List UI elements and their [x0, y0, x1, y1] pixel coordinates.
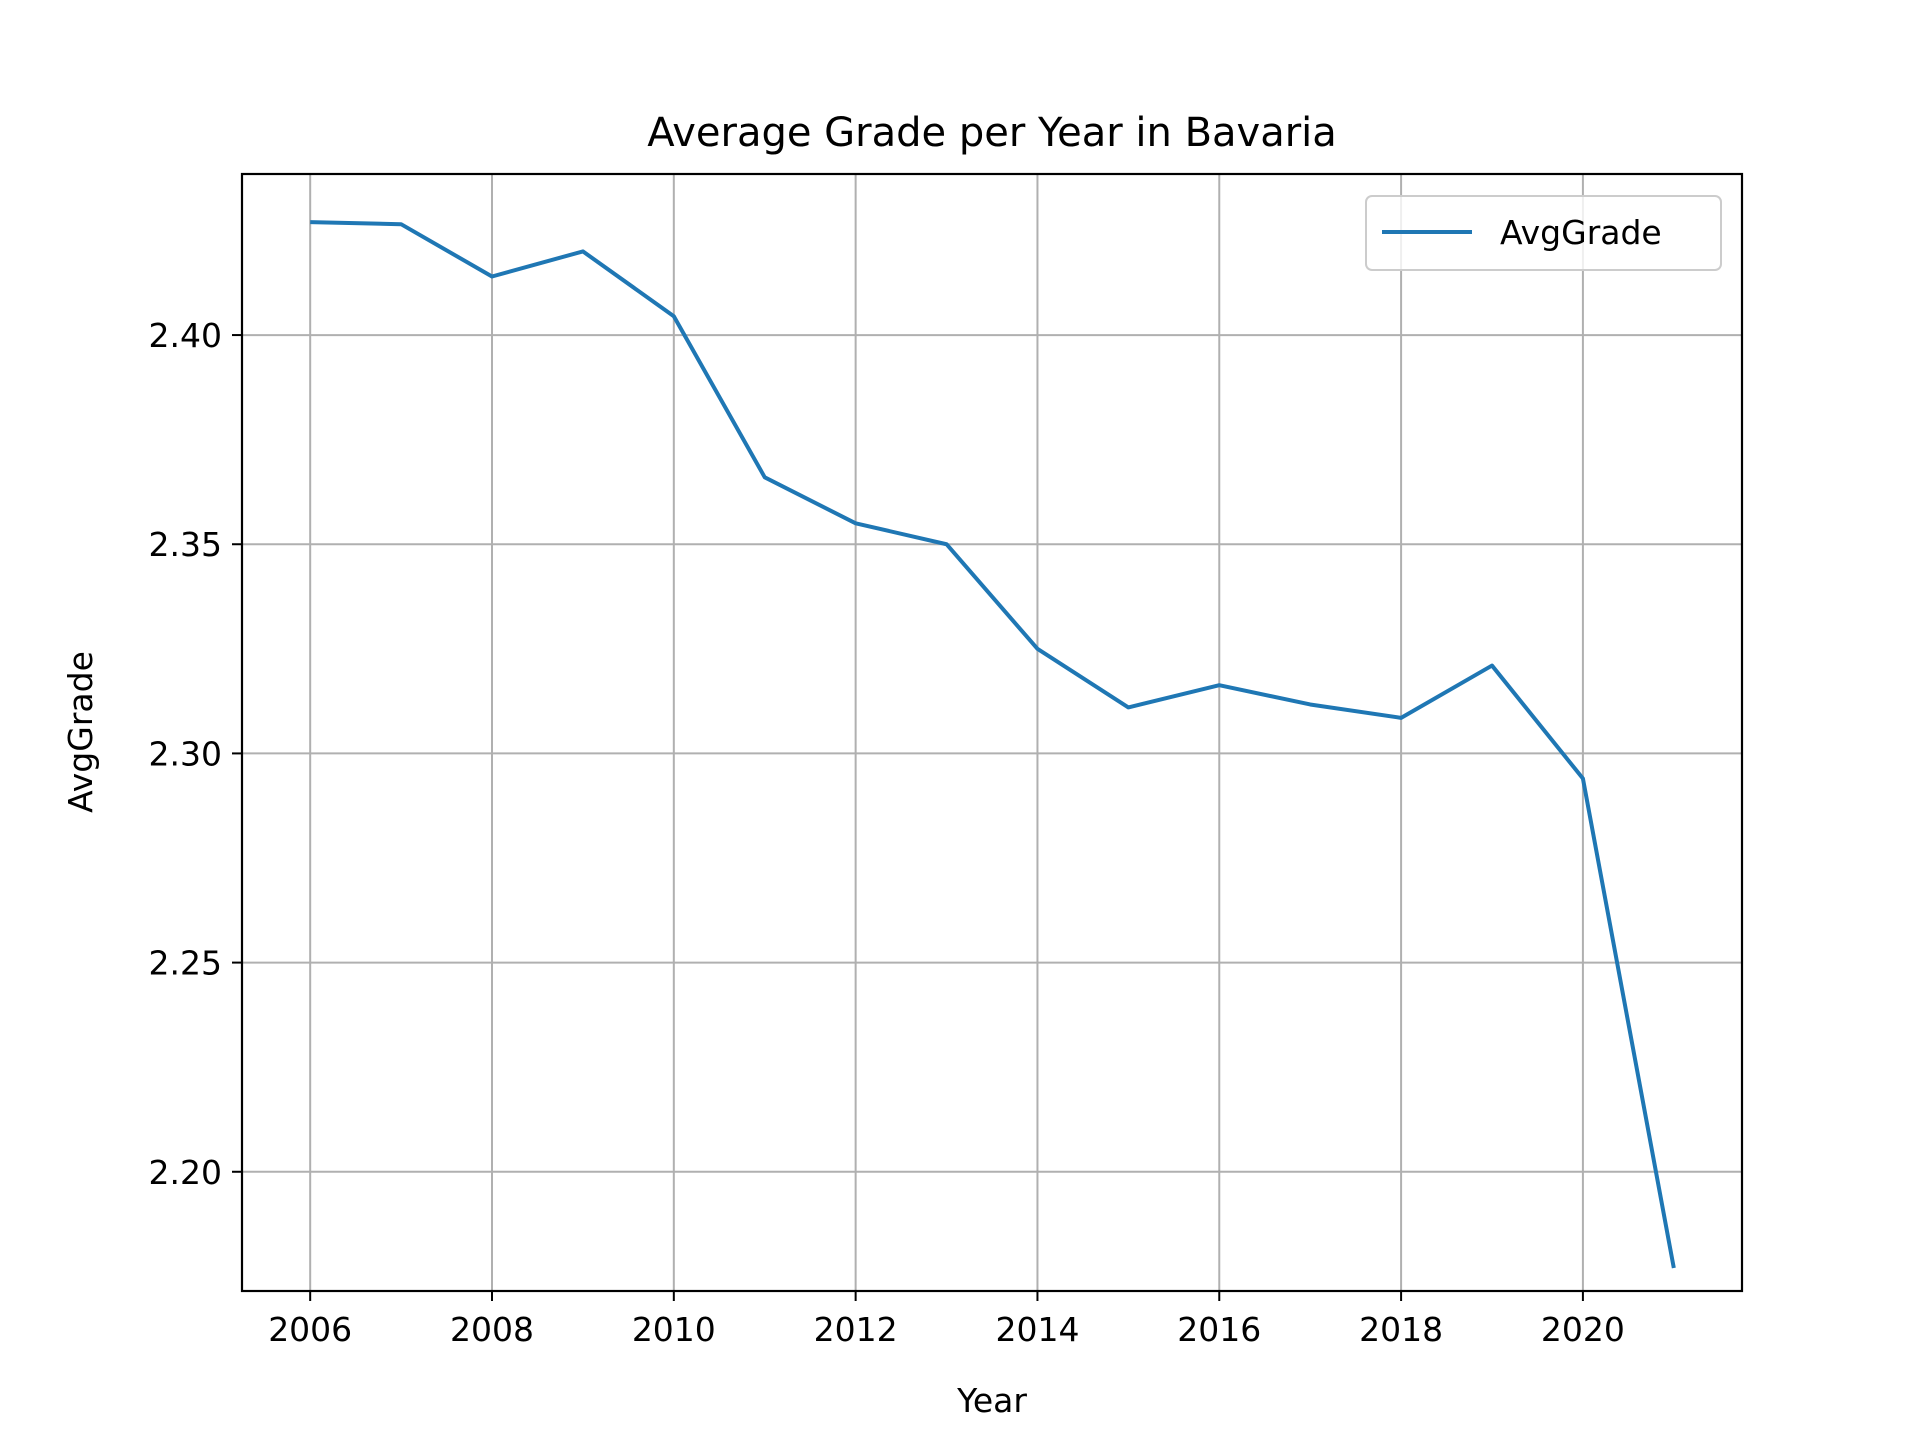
- y-axis-title: AvgGrade: [61, 651, 100, 813]
- series-line: [310, 220, 1676, 1269]
- y-tick-label: 2.30: [149, 734, 222, 773]
- y-tick-label: 2.35: [149, 525, 222, 564]
- x-tick-label: 2018: [1359, 1310, 1443, 1349]
- x-tick-label: 2014: [995, 1310, 1079, 1349]
- x-tick-label: 2020: [1541, 1310, 1625, 1349]
- series-layer: [310, 220, 1676, 1269]
- x-tick-label: 2012: [814, 1310, 898, 1349]
- y-axis: 2.20 2.25 2.30 2.35 2.40: [149, 316, 242, 1192]
- chart-title: Average Grade per Year in Bavaria: [647, 110, 1337, 156]
- y-tick-label: 2.20: [149, 1153, 222, 1192]
- plot-frame: [240, 172, 1744, 1293]
- x-axis-title: Year: [956, 1381, 1027, 1420]
- legend-frame: [1365, 195, 1722, 271]
- x-tick-label: 2010: [632, 1310, 716, 1349]
- grid: [242, 174, 1742, 1291]
- y-tick-label: 2.40: [149, 316, 222, 355]
- x-tick-label: 2006: [268, 1310, 352, 1349]
- legend: AvgGrade: [1365, 195, 1722, 271]
- x-tick-label: 2008: [450, 1310, 534, 1349]
- legend-label: AvgGrade: [1500, 213, 1662, 252]
- x-tick-label: 2016: [1177, 1310, 1261, 1349]
- x-axis: 2006 2008 2010 2012 2014 2016 2018 2020: [268, 1291, 1625, 1349]
- y-tick-label: 2.25: [149, 944, 222, 983]
